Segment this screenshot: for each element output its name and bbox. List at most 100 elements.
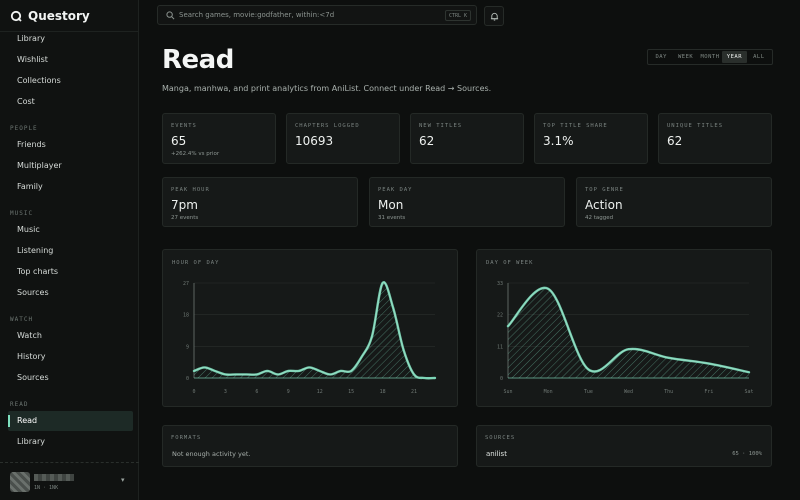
chart-card-day-of-week: DAY OF WEEK 0 11 22 33 Sun Mon Tue Wed Thu Fri Sat [476, 249, 772, 407]
data-point [434, 377, 436, 379]
stat-value: 62 [419, 134, 435, 148]
user-divider [0, 462, 139, 463]
sources-label: SOURCES [485, 435, 516, 441]
data-point [668, 357, 670, 359]
data-point [235, 373, 237, 376]
x-tick-label: Fri [704, 389, 713, 395]
peak-label: TOP GENRE [585, 187, 624, 193]
range-month-button[interactable]: MONTH [700, 54, 720, 60]
logo-icon [10, 10, 22, 22]
stat-value: 3.1% [543, 134, 574, 148]
sidebar-item-listening[interactable]: Listening [17, 246, 54, 255]
source-name: anilist [486, 450, 507, 458]
data-point [371, 335, 373, 337]
x-tick-label: Wed [624, 389, 633, 395]
x-tick-label: Sat [744, 389, 753, 395]
sidebar-item-cost[interactable]: Cost [17, 97, 35, 106]
x-tick-label: Sun [503, 389, 512, 395]
search-shortcut: CTRL K [444, 10, 471, 21]
range-year-button[interactable]: YEAR [722, 51, 747, 63]
data-point [277, 373, 279, 376]
x-tick-label: 0 [192, 389, 195, 395]
data-point [748, 371, 750, 373]
sidebar-item-friends[interactable]: Friends [17, 140, 46, 149]
avatar [10, 472, 30, 492]
x-tick-label: Mon [544, 389, 553, 395]
sidebar-item-family[interactable]: Family [17, 182, 43, 191]
y-tick-label: 9 [186, 344, 189, 350]
data-point [587, 368, 589, 370]
peak-sub: 27 events [171, 215, 199, 221]
data-point [382, 282, 384, 284]
range-selector: DAY WEEK MONTH YEAR ALL [647, 49, 773, 65]
data-point [350, 370, 352, 372]
data-point [329, 373, 331, 376]
data-point [627, 348, 630, 350]
user-subtitle: 1N · 1NK [34, 485, 59, 491]
y-tick-label: 27 [183, 281, 189, 287]
data-point [298, 370, 300, 372]
chart-title: DAY OF WEEK [486, 260, 534, 266]
sidebar-item-wishlist[interactable]: Wishlist [17, 55, 48, 64]
sidebar-item-music-sources[interactable]: Sources [17, 288, 49, 297]
range-day-button[interactable]: DAY [655, 54, 667, 60]
sidebar-group-music: MUSIC [10, 210, 34, 217]
sidebar-item-music[interactable]: Music [17, 225, 40, 234]
page-title: Read [162, 45, 234, 75]
stat-label: EVENTS [171, 123, 197, 129]
sidebar-item-top-charts[interactable]: Top charts [17, 267, 59, 276]
bell-icon [490, 12, 498, 21]
peak-card-hour: PEAK HOUR 7pm 27 events [162, 177, 358, 227]
sidebar-item-history[interactable]: History [17, 352, 46, 361]
sidebar-divider [0, 31, 139, 32]
stat-card-top-title-share: TOP TITLE SHARE 3.1% [534, 113, 648, 164]
stat-label: CHAPTERS LOGGED [295, 123, 360, 129]
x-tick-label: 6 [255, 389, 258, 395]
data-point [413, 373, 415, 376]
day-of-week-chart: 0 11 22 33 Sun Mon Tue Wed Thu Fri Sat [497, 281, 754, 395]
page-subtitle: Manga, manhwa, and print analytics from … [162, 84, 492, 93]
peak-sub: 42 tagged [585, 215, 614, 221]
data-point [507, 325, 509, 327]
sidebar-item-read[interactable]: Read [8, 411, 133, 431]
data-point [193, 370, 195, 372]
user-menu[interactable]: 1N · 1NK ▾ [10, 470, 130, 494]
data-point [308, 366, 310, 369]
sidebar-item-watch[interactable]: Watch [17, 331, 42, 340]
peak-label: PEAK HOUR [171, 187, 210, 193]
sidebar-item-multiplayer[interactable]: Multiplayer [17, 161, 62, 170]
data-point [224, 373, 227, 376]
x-tick-label: Thu [664, 389, 673, 395]
stat-label: NEW TITLES [419, 123, 463, 129]
peak-label: PEAK DAY [378, 187, 413, 193]
formats-empty: Not enough activity yet. [172, 450, 251, 458]
area-fill [508, 287, 749, 378]
sidebar-item-watch-sources[interactable]: Sources [17, 373, 49, 382]
notifications-button[interactable] [484, 6, 504, 26]
stat-value: 62 [667, 134, 683, 148]
sidebar-item-read-library[interactable]: Library [17, 437, 45, 446]
y-tick-label: 33 [497, 281, 503, 287]
sidebar-item-library[interactable]: Library [17, 34, 45, 43]
data-point [392, 307, 394, 309]
stat-card-unique-titles: UNIQUE TITLES 62 [658, 113, 772, 164]
x-tick-label: 21 [411, 389, 417, 395]
stat-sub: +262.4% vs prior [171, 151, 220, 157]
range-week-button[interactable]: WEEK [677, 54, 694, 60]
search-bar[interactable]: Search games, movie:godfather, within:<7… [157, 5, 477, 25]
stat-card-new-titles: NEW TITLES 62 [410, 113, 524, 164]
data-point [266, 370, 268, 372]
search-input[interactable]: Search games, movie:godfather, within:<7… [179, 11, 335, 19]
x-tick-label: 3 [224, 389, 227, 395]
stat-card-events: EVENTS 65 +262.4% vs prior [162, 113, 276, 164]
range-all-button[interactable]: ALL [753, 54, 765, 60]
stat-card-chapters: CHAPTERS LOGGED 10693 [286, 113, 400, 164]
sidebar-item-collections[interactable]: Collections [17, 76, 61, 85]
search-icon [166, 11, 175, 20]
y-tick-label: 0 [186, 376, 189, 382]
sidebar: Questory Library Wishlist Collections Co… [0, 0, 139, 500]
data-point [340, 370, 342, 372]
user-name-redacted [34, 474, 74, 481]
sources-card: SOURCES anilist 65 · 100% [476, 425, 772, 467]
brand[interactable]: Questory [10, 7, 90, 25]
